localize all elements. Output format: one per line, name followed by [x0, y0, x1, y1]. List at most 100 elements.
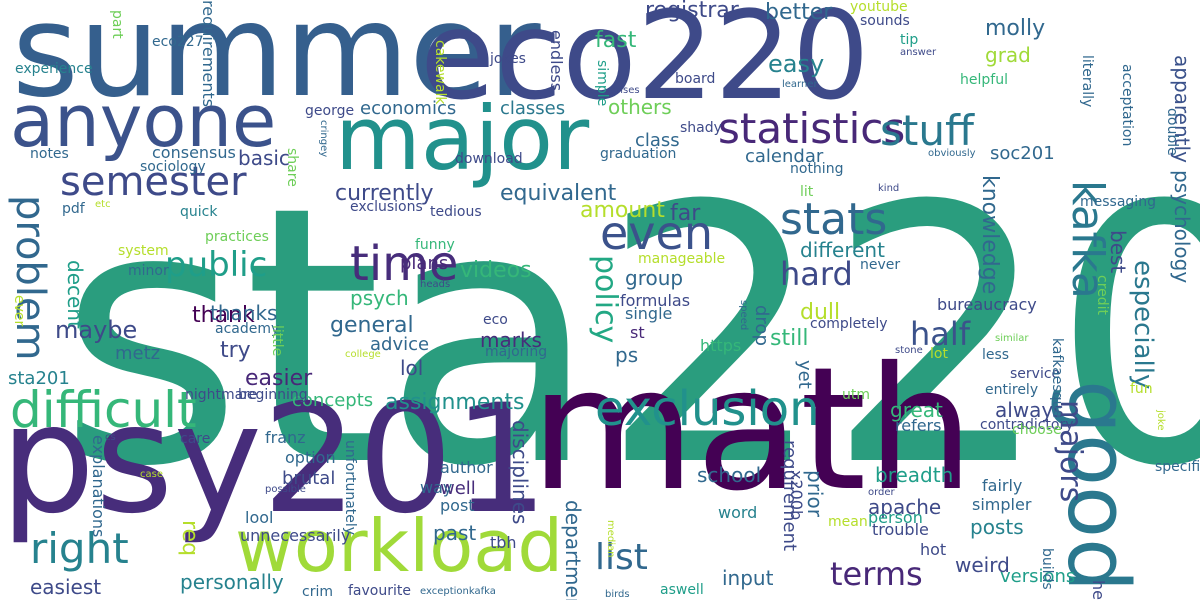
cloud-word-113: birds: [605, 589, 630, 600]
cloud-word-166: eco227: [152, 34, 204, 50]
cloud-word-30: knowledge: [977, 175, 1002, 295]
cloud-word-55: dull: [800, 300, 841, 325]
cloud-word-155: helpful: [960, 72, 1008, 88]
cloud-word-39: classes: [500, 98, 566, 119]
cloud-word-152: learner: [782, 79, 818, 90]
cloud-word-136: fun: [1130, 381, 1153, 397]
cloud-word-34: fast: [595, 28, 637, 53]
cloud-word-53: group: [625, 266, 684, 290]
cloud-word-133: lot: [930, 346, 948, 362]
cloud-word-63: marks: [480, 328, 542, 352]
cloud-word-48: amount: [580, 198, 665, 223]
cloud-word-117: person: [868, 508, 923, 527]
cloud-word-44: consensus: [152, 143, 236, 162]
cloud-word-181: practices: [205, 229, 269, 245]
cloud-word-77: https: [700, 336, 742, 355]
cloud-word-125: mean: [828, 514, 868, 530]
cloud-word-64: lol: [400, 356, 424, 380]
cloud-word-134: similar: [995, 333, 1029, 344]
cloud-word-36: molly: [985, 16, 1046, 41]
cloud-word-54: manageable: [638, 251, 726, 267]
cloud-word-118: trouble: [872, 520, 929, 539]
cloud-word-5: anyone: [10, 79, 277, 163]
cloud-word-35: easy: [768, 50, 825, 78]
cloud-word-180: tedious: [430, 204, 482, 220]
cloud-word-163: endless: [547, 30, 566, 92]
cloud-word-12: stuff: [880, 106, 974, 155]
cloud-word-128: choose: [1012, 422, 1062, 438]
cloud-word-108: post: [440, 496, 475, 515]
cloud-word-160: acceptation: [1119, 64, 1135, 147]
cloud-word-88: versions: [1000, 566, 1076, 587]
cloud-word-49: far: [670, 201, 701, 226]
cloud-word-62: general: [330, 313, 414, 338]
cloud-word-47: equivalent: [500, 181, 617, 206]
cloud-word-45: basic: [238, 146, 290, 170]
cloud-word-20: public: [165, 245, 268, 285]
cloud-word-86: posts: [970, 515, 1024, 539]
cloud-word-104: author: [440, 458, 493, 477]
cloud-word-124: specifically: [1155, 459, 1200, 475]
cloud-word-162: sounds: [860, 13, 910, 29]
cloud-word-90: department: [561, 500, 585, 600]
cloud-word-164: cakewalk: [432, 40, 448, 105]
cloud-word-196: case: [140, 469, 163, 480]
cloud-word-31: best: [1106, 230, 1130, 274]
cloud-word-151: shady: [680, 120, 722, 136]
cloud-word-85: apache: [868, 495, 942, 519]
cloud-word-79: always: [995, 398, 1064, 422]
cloud-word-131: service: [1010, 366, 1061, 382]
cloud-word-161: youtube: [850, 0, 908, 15]
cloud-word-141: never: [860, 257, 901, 273]
cloud-word-1: summer: [12, 0, 541, 126]
cloud-word-193: beginning: [238, 387, 308, 403]
cloud-word-168: jokes: [490, 51, 526, 67]
cloud-word-87: weird: [955, 553, 1010, 577]
cloud-word-170: george: [305, 103, 355, 119]
cloud-word-8: workload: [235, 504, 564, 588]
cloud-word-101: unnecessarily: [240, 526, 351, 545]
cloud-word-72: still: [770, 326, 809, 351]
cloud-word-4: psy201: [0, 373, 549, 547]
cloud-word-148: obviously: [928, 148, 976, 159]
cloud-word-107: tbh: [490, 533, 517, 552]
cloud-word-14: problem: [7, 195, 53, 361]
cloud-word-22: half: [910, 315, 971, 353]
cloud-word-115: median: [605, 520, 616, 558]
cloud-word-159: literally: [1079, 55, 1095, 108]
cloud-word-97: easiest: [30, 575, 102, 599]
cloud-word-176: pdf: [62, 201, 85, 217]
cloud-word-171: cringey: [318, 120, 329, 158]
cloud-word-10: exclusion: [595, 381, 820, 437]
cloud-word-17: even: [600, 206, 713, 260]
cloud-word-192: nightmare: [185, 387, 258, 403]
cloud-word-46: currently: [335, 181, 434, 206]
cloud-word-84: prior: [803, 470, 827, 517]
cloud-word-129: entirely: [985, 382, 1039, 398]
cloud-word-154: board: [675, 71, 716, 87]
cloud-word-69: sta201: [8, 368, 70, 389]
cloud-word-189: little: [269, 325, 285, 357]
cloud-word-32: registrar: [645, 0, 739, 23]
cloud-word-126: order: [868, 487, 895, 498]
cloud-word-75: single: [625, 304, 673, 323]
cloud-word-61: maybe: [55, 316, 138, 344]
cloud-word-114: word: [718, 503, 758, 522]
cloud-word-38: others: [608, 95, 672, 119]
cloud-word-122: builds: [1039, 548, 1055, 590]
cloud-word-82: breadth: [875, 463, 954, 487]
cloud-word-112: aswell: [660, 582, 704, 598]
cloud-word-57: psych: [350, 286, 409, 310]
cloud-word-177: etc: [95, 199, 111, 210]
cloud-word-144: messaging: [1080, 194, 1156, 210]
cloud-word-139: bureaucracy: [937, 295, 1037, 314]
cloud-word-52: videos: [460, 258, 532, 283]
cloud-word-135: stone: [895, 345, 923, 356]
cloud-word-173: sociology: [140, 159, 206, 175]
cloud-word-13: semester: [60, 159, 247, 205]
cloud-word-96: personally: [180, 570, 284, 594]
cloud-word-106: way: [420, 478, 453, 497]
cloud-word-182: funny: [415, 237, 455, 253]
cloud-word-41: class: [635, 130, 680, 151]
